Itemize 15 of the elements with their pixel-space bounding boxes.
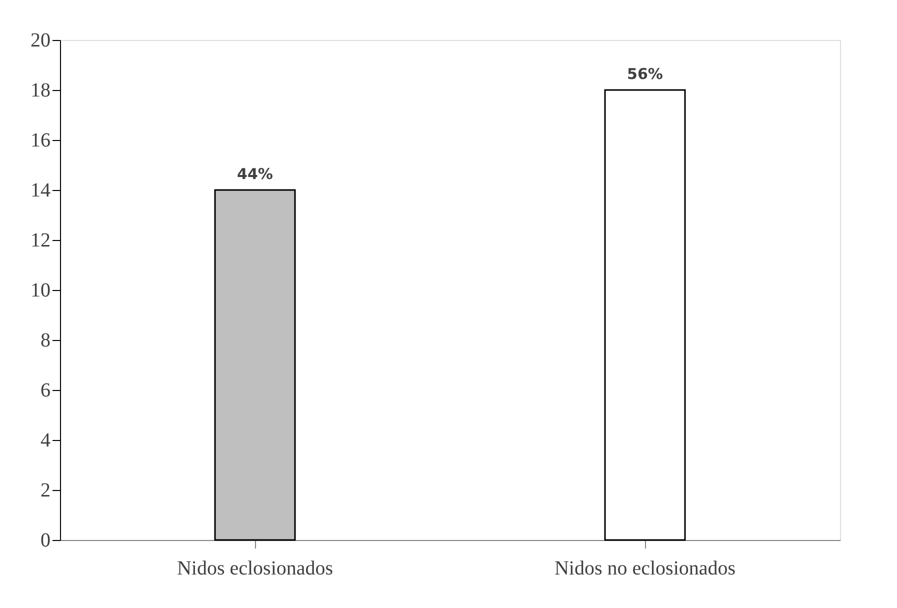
y-tick-label: 0 (40, 530, 50, 552)
y-tick-label: 14 (30, 180, 50, 202)
annotation: 44% (237, 165, 273, 183)
y-tick-label: 20 (30, 30, 50, 52)
y-tick-label: 2 (40, 480, 50, 502)
y-tick-label: 10 (30, 280, 50, 302)
annotation: 56% (627, 65, 663, 83)
y-tick-label: 8 (40, 330, 50, 352)
y-tick-label: 12 (30, 230, 50, 252)
y-tick-label: 16 (30, 130, 50, 152)
y-tick-label: 4 (40, 430, 50, 452)
x-tick-label: Nidos no eclosionados (554, 558, 736, 580)
y-tick-label: 6 (40, 380, 50, 402)
y-tick-label: 18 (30, 80, 50, 102)
x-tick-label: Nidos eclosionados (176, 558, 334, 580)
